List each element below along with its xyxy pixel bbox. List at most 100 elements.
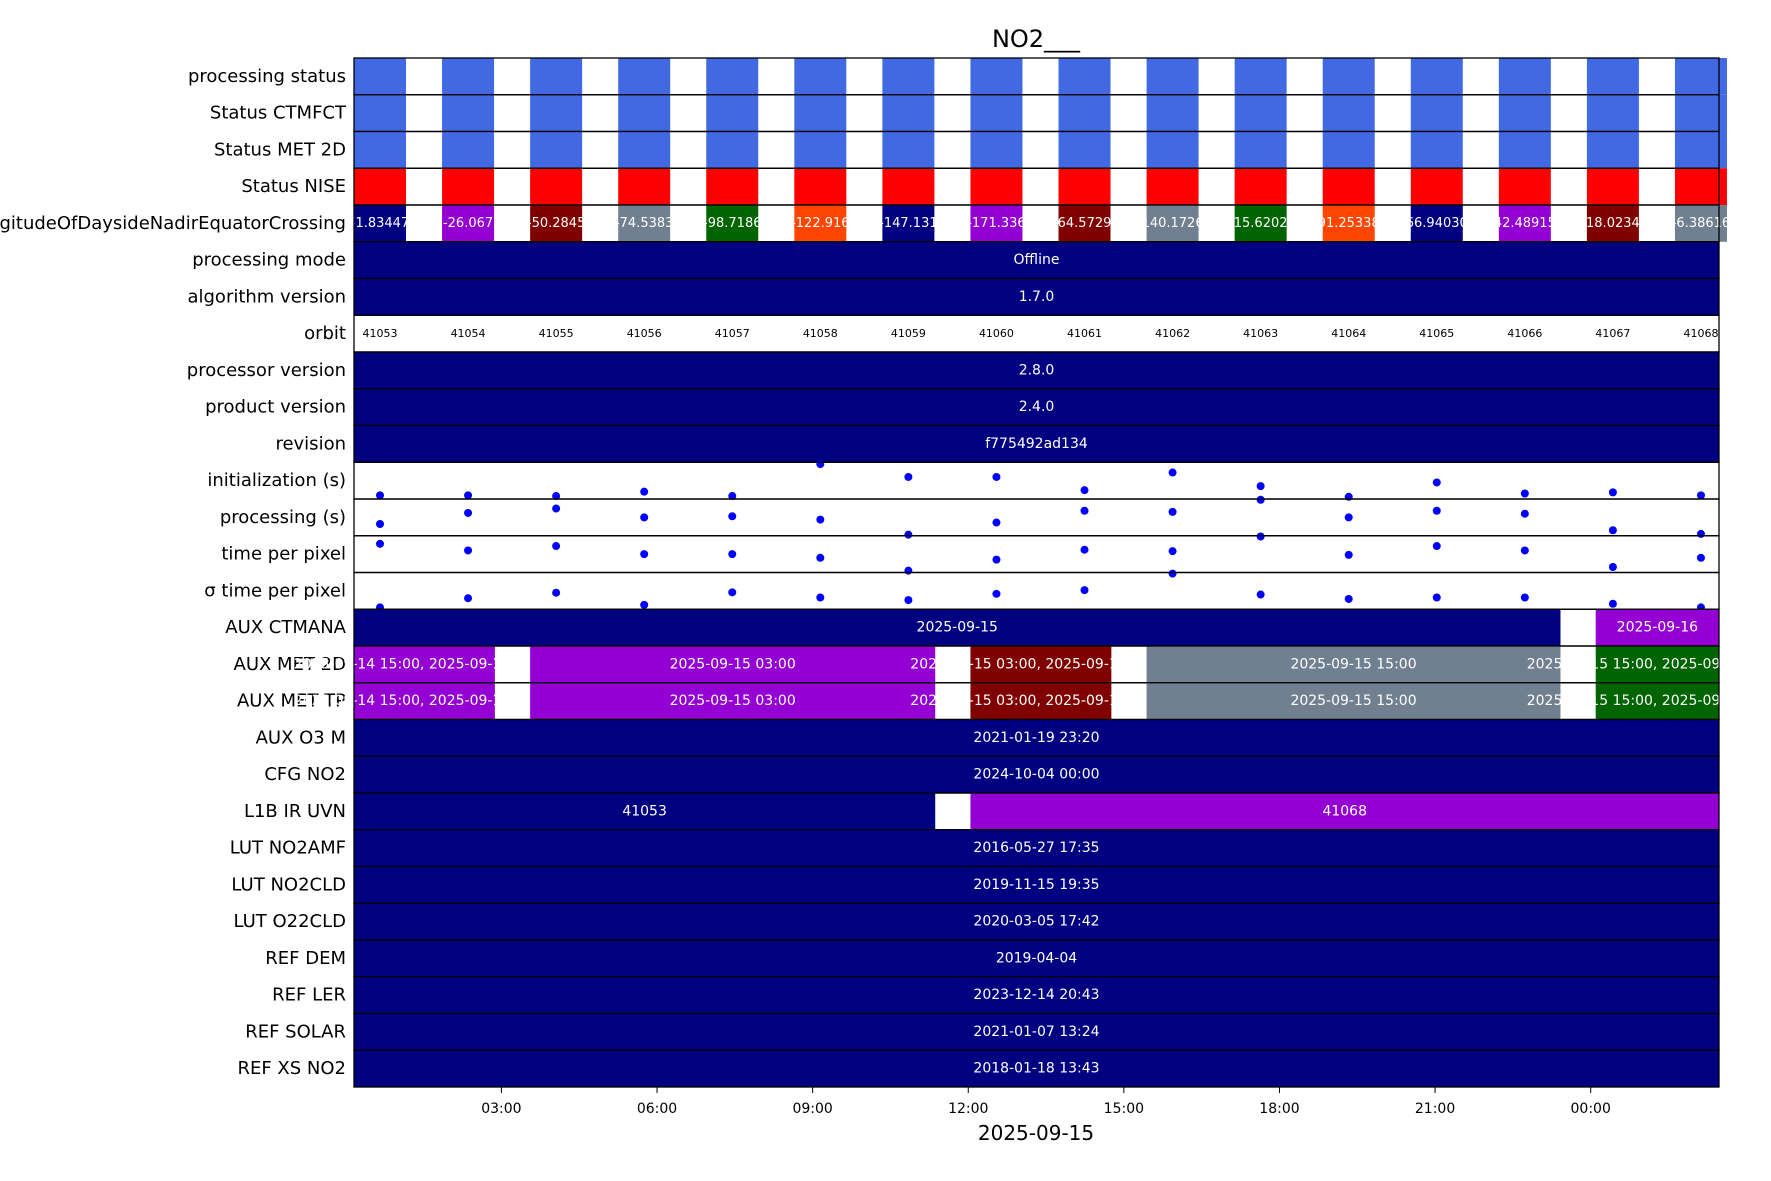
- segment-label: 2025-09-16: [1617, 620, 1698, 636]
- status-bar: [1058, 94, 1111, 132]
- orbit-label: 41064: [1331, 327, 1366, 340]
- value-bar: [354, 756, 1719, 793]
- longitude-bar: [442, 205, 495, 242]
- row-label: L1B IR UVN: [244, 801, 346, 822]
- segment-bar: [1595, 682, 1719, 720]
- scatter-point: [552, 588, 561, 597]
- scatter-point: [1168, 507, 1177, 516]
- scatter-point: [816, 593, 825, 602]
- row-status-nise: Status NISE: [241, 167, 1727, 206]
- longitude-bar: [1322, 205, 1375, 242]
- longitude-value: -147.131: [879, 216, 937, 231]
- status-bar: [354, 168, 406, 205]
- row-ref-ler: REF LER 2023-12-14 20:43: [272, 976, 1720, 1015]
- row-label: initialization (s): [207, 470, 346, 491]
- scatter-point: [1608, 526, 1617, 535]
- scatter-point: [552, 492, 561, 501]
- status-bar: [1410, 131, 1463, 169]
- longitude-value: 91.25338: [1318, 216, 1380, 231]
- scatter-point: [464, 594, 473, 603]
- longitude-value: -122.916: [791, 216, 849, 231]
- row-ref-dem: REF DEM 2019-04-04: [265, 939, 1720, 978]
- status-bar: [1410, 58, 1463, 95]
- value-bar: [354, 719, 1719, 757]
- value-bar: [354, 1013, 1719, 1051]
- row-label: processing (s): [220, 507, 346, 528]
- row-algorithm-version: algorithm version 1.7.0: [187, 277, 1720, 316]
- status-bar: [1234, 94, 1287, 132]
- scatter-point: [1608, 562, 1617, 571]
- status-bar: [970, 94, 1023, 132]
- scatter-point: [1080, 506, 1089, 515]
- status-bar: [706, 168, 759, 205]
- longitude-bar: [618, 205, 671, 242]
- scatter-point: [552, 504, 561, 513]
- segment-label: 2025-09-15 03:00, 2025-09-15 15:00: [910, 656, 1171, 672]
- status-bar: [882, 131, 935, 169]
- scatter-point: [1696, 529, 1705, 538]
- orbit-label: 41058: [803, 327, 838, 340]
- segment-bar: [1595, 646, 1719, 683]
- row-border: [353, 1049, 1720, 1088]
- value-bar: [354, 903, 1719, 940]
- status-bar: [530, 168, 583, 205]
- status-bar: [530, 94, 583, 132]
- longitude-bar: [1058, 205, 1111, 242]
- scatter-point: [904, 530, 913, 539]
- scatter-point: [904, 566, 913, 575]
- row-processing-s-: processing (s): [220, 495, 1720, 539]
- value-label: 2.8.0: [1019, 362, 1055, 378]
- x-axis-label: 2025-09-15: [978, 1121, 1094, 1145]
- scatter-point: [1432, 478, 1441, 487]
- status-bar: [1674, 131, 1727, 169]
- status-bar: [1146, 168, 1199, 205]
- row-label: product version: [205, 397, 346, 418]
- status-bar: [970, 168, 1023, 205]
- segment-label: 2025-09-15 03:00: [670, 693, 796, 709]
- segment-bar: [530, 646, 936, 683]
- value-label: Offline: [1014, 252, 1060, 268]
- status-bar: [1058, 168, 1111, 205]
- scatter-point: [1608, 599, 1617, 608]
- row-lut-no2cld: LUT NO2CLD 2019-11-15 19:35: [231, 865, 1720, 904]
- status-bar: [354, 58, 406, 95]
- value-label: 2019-11-15 19:35: [973, 877, 1099, 893]
- scatter-point: [640, 487, 649, 496]
- value-label: 2.4.0: [1019, 399, 1055, 415]
- status-bar: [442, 58, 495, 95]
- scatter-point: [640, 600, 649, 609]
- value-label: 2020-03-05 17:42: [973, 914, 1099, 930]
- row-orbit: orbit 41053 41054 41055 41056 41057 41058 41059…: [304, 314, 1720, 353]
- scatter-point: [1080, 486, 1089, 495]
- scatter-point: [1344, 594, 1353, 603]
- scatter-point: [1256, 495, 1265, 504]
- orbit-label: 41062: [1155, 327, 1190, 340]
- scatter-point: [376, 519, 384, 528]
- row-lut-o22cld: LUT O22CLD 2020-03-05 17:42: [233, 902, 1720, 941]
- scatter-point: [1168, 468, 1177, 477]
- value-label: 2018-01-18 13:43: [973, 1061, 1099, 1077]
- scatter-point: [1432, 506, 1441, 515]
- longitude-value: 42.48915: [1494, 216, 1556, 231]
- status-bar: [706, 131, 759, 169]
- status-bar: [1586, 58, 1639, 95]
- status-bar: [618, 131, 671, 169]
- row-processing-mode: processing mode Offline: [192, 241, 1720, 280]
- row-processor-version: processor version 2.8.0: [187, 351, 1720, 390]
- segment-bar: [970, 646, 1112, 683]
- value-label: 2016-05-27 17:35: [973, 840, 1099, 856]
- value-label: 2019-04-04: [996, 950, 1077, 966]
- status-bar: [354, 94, 406, 132]
- row-label: Status CTMFCT: [210, 103, 347, 124]
- longitude-value: 18.0234: [1586, 216, 1640, 231]
- longitude-value: -26.067: [443, 216, 493, 231]
- scatter-point: [376, 539, 384, 548]
- segment-label: 2025-09-15: [917, 620, 998, 636]
- row-label: Status MET 2D: [214, 139, 346, 160]
- longitude-bar: [794, 205, 847, 242]
- longitude-bar: [1674, 205, 1727, 242]
- scatter-point: [464, 491, 473, 500]
- value-bar: [354, 976, 1719, 1014]
- x-tick-label: 21:00: [1415, 1101, 1455, 1117]
